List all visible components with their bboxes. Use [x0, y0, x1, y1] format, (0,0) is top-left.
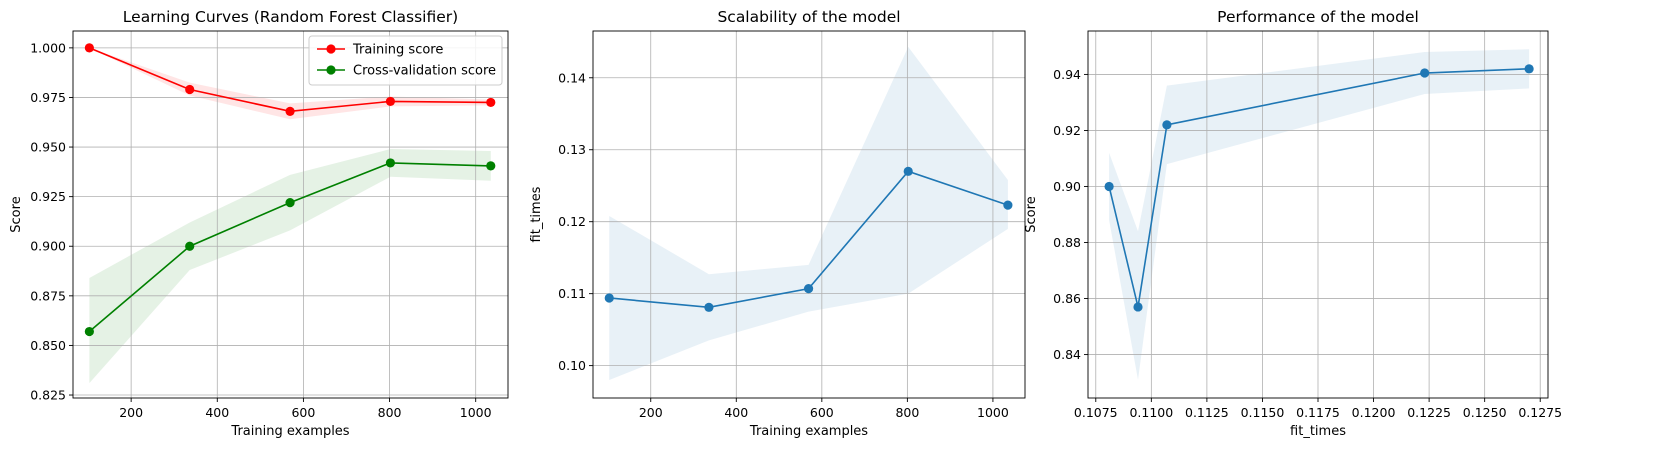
plot-area	[593, 31, 1025, 398]
data-point-s2-3	[285, 197, 295, 208]
x-tick-label: 0.1175	[1296, 405, 1340, 420]
data-point-s1-3	[1162, 120, 1172, 130]
std-band-series-2	[89, 149, 491, 384]
y-tick-label: 0.14	[558, 70, 586, 85]
chart-title: Scalability of the model	[717, 8, 900, 26]
y-tick-label: 0.900	[30, 239, 66, 254]
data-point-s2-1	[84, 326, 94, 337]
legend-marker-2	[326, 65, 336, 75]
data-point-s1-4	[385, 96, 396, 107]
y-tick-label: 0.92	[1053, 123, 1081, 138]
chart-panel-1: 200 400 600 800 1000 0.825 0.850 0.875 0.900 0.92…	[9, 8, 509, 439]
y-tick-label: 0.84	[1053, 347, 1081, 362]
x-tick-label: 0.1250	[1463, 405, 1507, 420]
chart-title: Performance of the model	[1217, 8, 1419, 26]
x-tick-label: 600	[810, 405, 834, 420]
y-tick-label: 0.975	[30, 90, 66, 105]
x-tick-label: 0.1275	[1518, 405, 1562, 420]
x-tick-label: 1000	[977, 405, 1009, 420]
data-point-s2-2	[185, 241, 195, 251]
data-point-s2-4	[385, 158, 396, 168]
y-tick-label: 0.875	[30, 288, 66, 303]
y-axis-label: Score	[1024, 196, 1039, 232]
data-point-s1-5	[1524, 64, 1534, 74]
y-axis-label: Score	[9, 196, 24, 232]
legend-label-1: Training score	[352, 43, 443, 58]
data-point-s1-1	[604, 293, 614, 303]
std-band-series-1	[609, 46, 1008, 381]
chart-panel-2: 200 400 600 800 1000 0.10 0.11 0.12 0.13 0.14 Scal…	[529, 8, 1026, 439]
data-point-s1-5	[486, 97, 496, 108]
x-tick-label: 200	[119, 405, 143, 420]
data-point-s1-5	[1003, 200, 1013, 210]
axes-frame	[72, 30, 509, 399]
legend: Training score Cross-validation score	[308, 35, 503, 86]
data-point-s1-4	[903, 166, 913, 176]
y-axis-label: fit_times	[529, 186, 544, 242]
x-axis-label: Training examples	[749, 424, 868, 439]
x-axis-label: Training examples	[230, 424, 349, 439]
y-tick-label: 0.12	[558, 214, 586, 229]
data-point-s1-2	[185, 84, 195, 95]
x-tick-label: 0.1075	[1074, 405, 1118, 420]
x-tick-label: 400	[205, 405, 229, 420]
data-point-s1-1	[1104, 181, 1114, 192]
data-point-s1-2	[1133, 302, 1143, 312]
plot-area	[73, 31, 508, 398]
x-tick-label: 600	[291, 405, 315, 420]
x-tick-label: 400	[724, 405, 748, 420]
x-tick-label: 0.1125	[1185, 405, 1229, 420]
y-tick-label: 0.11	[558, 286, 586, 301]
data-point-s2-5	[486, 161, 496, 171]
y-tick-label: 0.850	[30, 338, 66, 353]
y-tick-label: 0.88	[1053, 235, 1081, 250]
axes-frame	[592, 30, 1026, 399]
x-tick-label: 200	[639, 405, 663, 420]
x-tick-label: 800	[378, 405, 402, 420]
data-point-s1-1	[84, 43, 94, 53]
y-tick-label: 0.10	[558, 358, 586, 373]
y-tick-label: 0.825	[30, 388, 66, 403]
chart-panel-3: 0.1075 0.1100 0.1125 0.1150 0.1175 0.1200 0.12…	[1024, 8, 1562, 439]
x-tick-label: 0.1100	[1129, 405, 1173, 420]
data-point-s1-2	[704, 302, 714, 312]
x-tick-label: 800	[895, 405, 919, 420]
legend-box	[308, 35, 503, 86]
x-tick-label: 0.1200	[1352, 405, 1396, 420]
y-tick-label: 0.13	[558, 142, 586, 157]
data-point-s1-3	[803, 284, 814, 294]
legend-marker-1	[326, 44, 336, 54]
data-point-s1-4	[1420, 68, 1430, 78]
data-point-s1-3	[285, 106, 295, 116]
x-tick-label: 0.1225	[1407, 405, 1451, 420]
legend-label-2: Cross-validation score	[353, 64, 496, 79]
std-band-series-1	[1109, 49, 1530, 380]
y-tick-label: 1.000	[30, 40, 66, 55]
y-tick-label: 0.86	[1053, 291, 1081, 306]
chart-title: Learning Curves (Random Forest Classifie…	[123, 8, 458, 26]
y-tick-label: 0.94	[1053, 67, 1081, 82]
y-tick-label: 0.950	[30, 140, 66, 155]
x-tick-label: 1000	[460, 405, 492, 420]
y-tick-label: 0.925	[30, 189, 66, 204]
y-tick-label: 0.90	[1053, 179, 1081, 194]
x-axis-label: fit_times	[1290, 424, 1346, 439]
x-tick-label: 0.1150	[1241, 405, 1285, 420]
